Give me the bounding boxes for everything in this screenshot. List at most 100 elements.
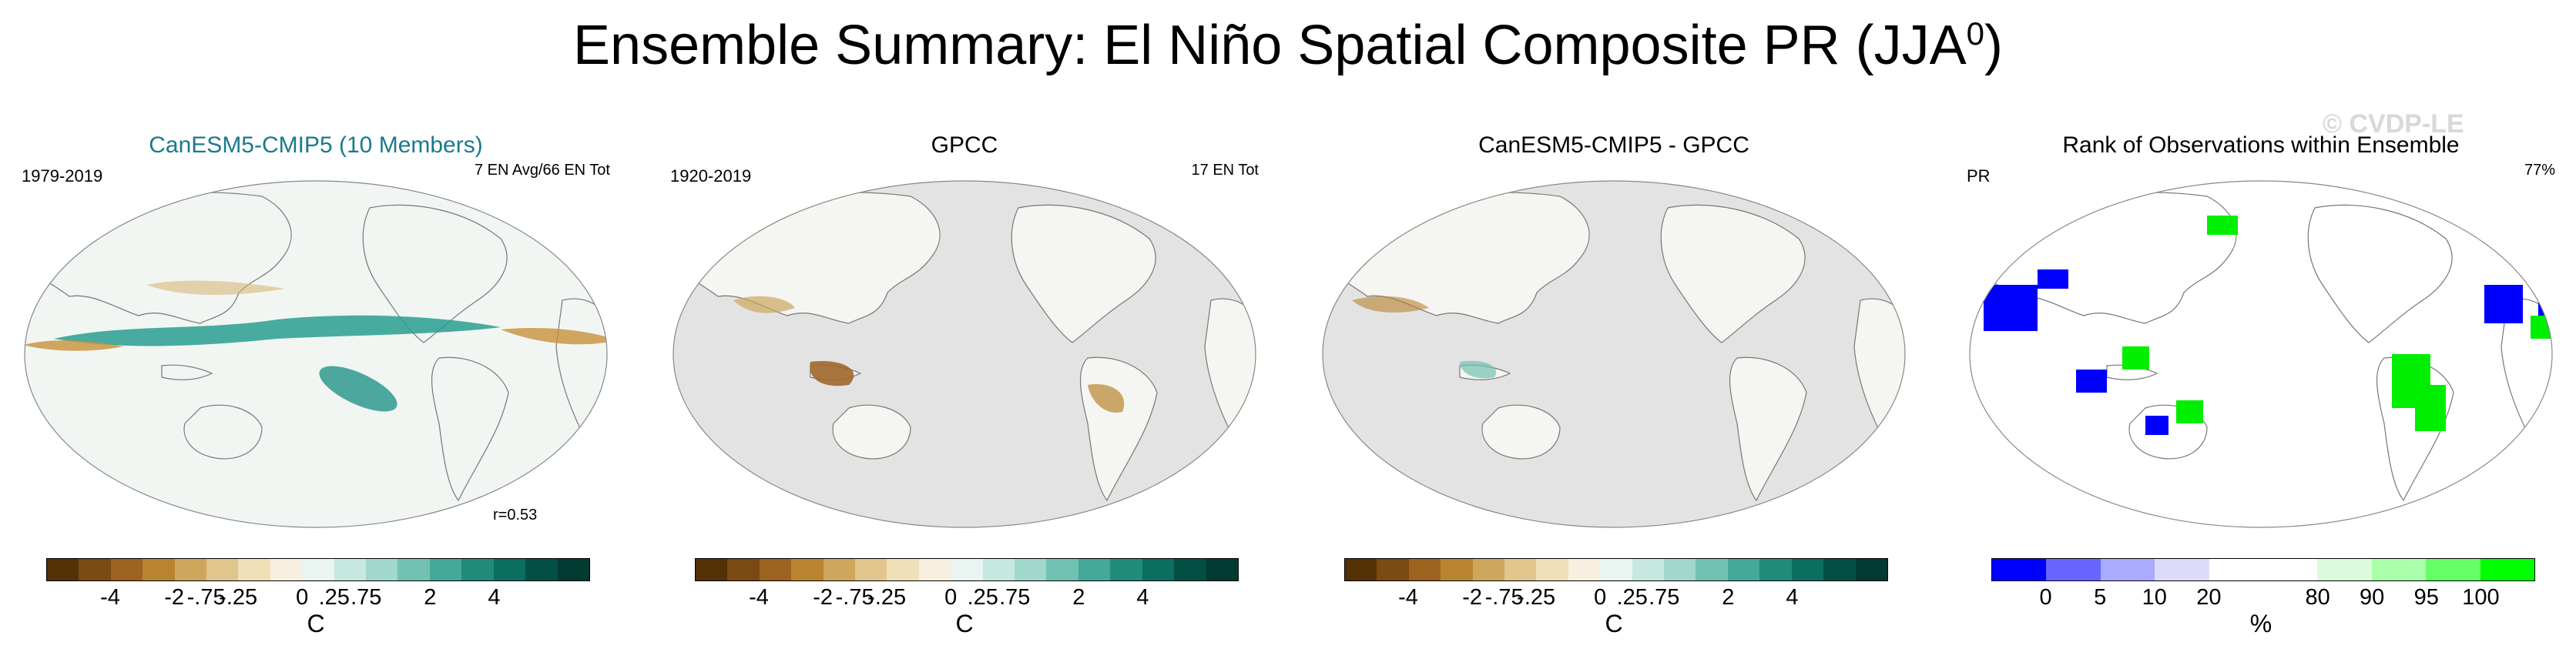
- panel-title: CanESM5-CMIP5 (10 Members): [149, 132, 483, 158]
- south-america-outline: [1729, 356, 1807, 502]
- high-rank-region: [2531, 316, 2552, 339]
- colorbar: [46, 558, 590, 581]
- maritime-continent-difference: [1460, 360, 1497, 379]
- colorbar-swatch: [366, 559, 398, 580]
- colorbar-swatch: [1823, 559, 1856, 580]
- north-pacific-dry-anomaly: [146, 280, 285, 296]
- colorbar-tick-label: 0: [296, 585, 309, 610]
- colorbar-swatch: [110, 559, 143, 580]
- colorbar-swatch: [206, 559, 239, 580]
- colorbar: [1991, 558, 2535, 581]
- colorbar-labels: -4 -2 -.75 -.25 0 .25.75 2 4: [695, 585, 1239, 616]
- map-rank: [1969, 180, 2553, 528]
- colorbar-swatch: [79, 559, 111, 580]
- panel-obs: GPCC 1920-2019 17 EN Tot -4 -2 -.75 -.25 0 .2…: [656, 123, 1273, 647]
- colorbar-tick-label: -4: [749, 585, 769, 610]
- map-field: [25, 191, 607, 502]
- map-background: [25, 181, 607, 527]
- map-model: [24, 180, 608, 528]
- colorbar-swatch: [1536, 559, 1568, 580]
- colorbar-tick-label: -2: [813, 585, 834, 610]
- panel-rank: Rank of Observations within Ensemble PR …: [1953, 123, 2569, 647]
- colorbar-swatch: [1110, 559, 1142, 580]
- south-america-outline: [431, 356, 509, 502]
- colorbar-tick-label: -.75: [186, 585, 226, 610]
- colorbar-tick-label: 0: [944, 585, 958, 610]
- colorbar-labels: -4 -2 -.75 -.25 0 .25.75 2 4: [1344, 585, 1888, 616]
- colorbar-tick-label: 0: [2039, 585, 2052, 610]
- map-border: [673, 180, 1256, 528]
- colorbar-swatch: [1759, 559, 1792, 580]
- colorbar-tick-label: .75: [351, 585, 382, 610]
- colorbar-swatch: [334, 559, 367, 580]
- colorbar-tick-label: -.75: [835, 585, 874, 610]
- north-america-outline: [362, 204, 508, 343]
- panel-period: 1979-2019: [22, 166, 103, 186]
- colorbar-tick-label: 95: [2413, 585, 2439, 610]
- map-obs: [673, 180, 1256, 528]
- colorbar-tick-label: 4: [1786, 585, 1799, 610]
- colorbar-swatch: [525, 559, 558, 580]
- colorbar-tick-label: 4: [488, 585, 501, 610]
- low-rank-region: [1984, 285, 2038, 331]
- colorbar-swatch: [2046, 559, 2101, 580]
- enso-precip-band: [54, 315, 501, 346]
- map-border: [1969, 180, 2553, 528]
- colorbar-swatch: [1078, 559, 1111, 580]
- atlantic-dry-band: [501, 327, 607, 345]
- colorbar-tick-label: .75: [1649, 585, 1680, 610]
- panel-title: Rank of Observations within Ensemble: [2062, 132, 2460, 158]
- colorbar-swatch: [1632, 559, 1665, 580]
- colorbar-tick-label: 80: [2305, 585, 2330, 610]
- colorbar-swatch: [1206, 559, 1238, 580]
- colorbar-swatch: [1727, 559, 1760, 580]
- map-border: [1322, 180, 1906, 528]
- colorbar-swatch: [1441, 559, 1473, 580]
- colorbar-tick-label: 10: [2142, 585, 2167, 610]
- australia-outline: [183, 404, 263, 460]
- map-diff: [1322, 180, 1906, 528]
- colorbar-swatch: [429, 559, 462, 580]
- colorbar-unit: C: [1605, 610, 1623, 637]
- colorbar-tick-label: 2: [424, 585, 437, 610]
- page-title: Ensemble Summary: El Niño Spatial Compos…: [0, 14, 2576, 77]
- title-main: Ensemble Summary: El Niño Spatial Compos…: [573, 15, 1967, 76]
- colorbar-swatch: [557, 559, 589, 580]
- colorbar-swatch: [1046, 559, 1078, 580]
- amazon-dry-anomaly: [1088, 384, 1125, 413]
- panel-diff: CanESM5-CMIP5 - GPCC -4 -2 -.75 -.25 0 .25.75…: [1306, 123, 1922, 647]
- greenland-outline: [2453, 191, 2500, 231]
- panel-title: CanESM5-CMIP5 - GPCC: [1478, 132, 1749, 158]
- south-america-outline: [2376, 356, 2454, 502]
- colorbar-swatch: [2263, 559, 2318, 580]
- panel-model: CanESM5-CMIP5 (10 Members) 1979-2019 7 E…: [8, 123, 624, 647]
- high-rank-region: [2207, 216, 2238, 235]
- colorbar-swatch: [238, 559, 270, 580]
- colorbar-swatch: [2317, 559, 2372, 580]
- high-rank-region: [2176, 400, 2203, 423]
- colorbar-tick-label: -2: [1462, 585, 1483, 610]
- colorbar-swatch: [2155, 559, 2209, 580]
- colorbar-swatch: [143, 559, 175, 580]
- colorbar-swatch: [2100, 559, 2155, 580]
- colorbar-swatch: [1600, 559, 1632, 580]
- india-difference: [1352, 296, 1429, 313]
- colorbar-swatch: [47, 559, 79, 580]
- maritime-continent-dry: [810, 361, 854, 386]
- indian-ocean-dry-band: [25, 340, 123, 351]
- low-rank-region: [2484, 285, 2523, 323]
- colorbar-swatch: [1377, 559, 1409, 580]
- map-field: [1975, 191, 2552, 502]
- low-rank-region: [2076, 370, 2107, 393]
- colorbar: [695, 558, 1239, 581]
- colorbar-tick-label: 100: [2462, 585, 2500, 610]
- colorbar-tick-label: .25: [967, 585, 998, 610]
- colorbar-labels: -4 -2 -.75 -.25 0 .25.75 2 4: [46, 585, 590, 616]
- pattern-correlation: r=0.53: [493, 507, 538, 524]
- australia-outline: [832, 404, 911, 460]
- colorbar-tick-label: 5: [2094, 585, 2107, 610]
- colorbar-tick-label: -4: [1398, 585, 1418, 610]
- colorbar-swatch: [302, 559, 334, 580]
- panel-count: 7 EN Avg/66 EN Tot: [474, 162, 610, 179]
- panel-variable: PR: [1967, 166, 1991, 186]
